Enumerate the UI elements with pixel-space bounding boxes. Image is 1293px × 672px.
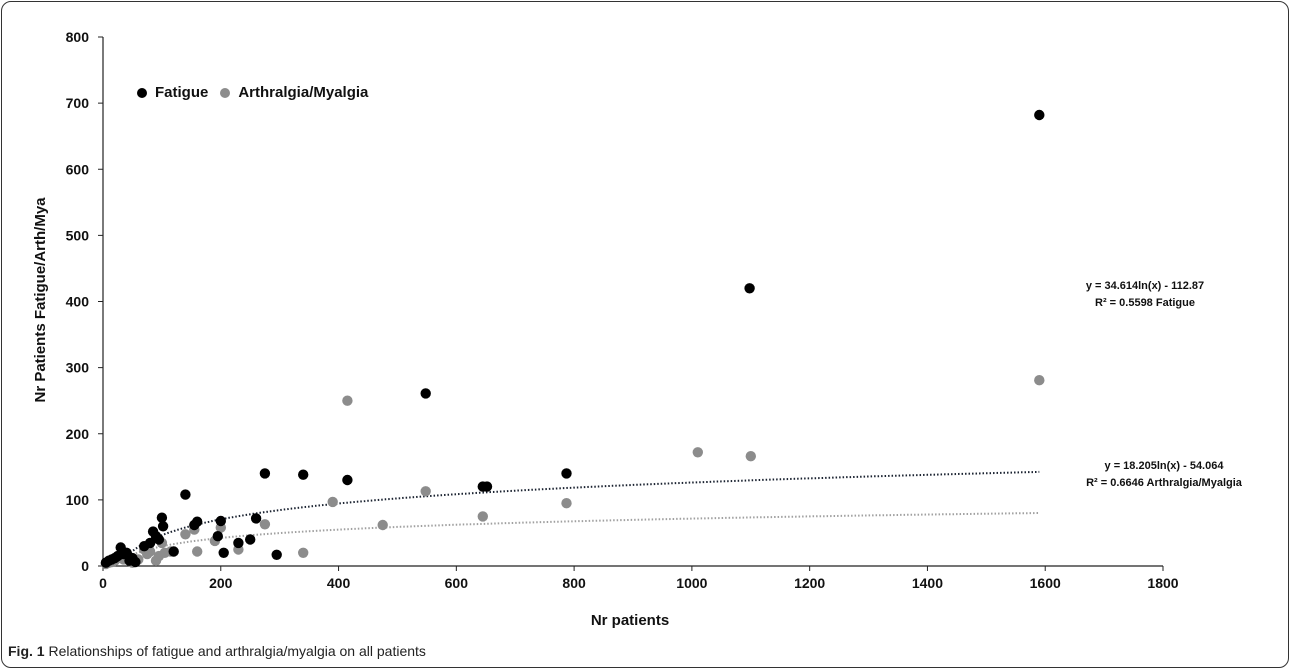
arthralgia-myalgia-point	[327, 496, 338, 508]
fatigue-point	[420, 388, 431, 399]
arthralgia-myalgia-point	[420, 486, 431, 497]
legend-label-arthralgia-myalgia: Arthralgia/Myalgia	[238, 84, 369, 101]
legend-item-arthralgia-myalgia: Arthralgia/Myalgia	[220, 84, 368, 101]
fatigue-point	[130, 556, 141, 568]
x-tick-label: 400	[327, 575, 351, 591]
fatigue-point	[212, 531, 223, 542]
figure-caption-text: Relationships of fatigue and arthralgia/…	[44, 643, 426, 659]
arthralgia-myalgia-point	[192, 546, 203, 557]
fatigue-point	[157, 521, 169, 532]
x-tick-label: 800	[562, 575, 586, 591]
axes	[98, 36, 1164, 571]
fatigue-point	[192, 516, 203, 527]
arthralgia-myalgia-point	[1034, 375, 1045, 386]
legend-marker-fatigue	[137, 87, 147, 98]
fatigue-point	[180, 489, 191, 500]
y-tick-label: 600	[66, 161, 90, 177]
fatigue-equation-text: y = 34.614ln(x) - 112.87	[1085, 280, 1205, 292]
fatigue-r2-text: R² = 0.5598 Fatigue	[1095, 297, 1195, 309]
x-tick-label: 1600	[1030, 575, 1061, 591]
legend-marker-arthralgia-myalgia	[220, 87, 231, 98]
x-tick-label: 1000	[676, 575, 707, 591]
arthralgia-r2-text: R² = 0.6646 Arthralgia/Myalgia	[1086, 477, 1242, 489]
fatigue-point	[215, 515, 226, 527]
legend: Fatigue Arthralgia/Myalgia	[137, 84, 380, 101]
legend-item-fatigue: Fatigue	[137, 84, 208, 101]
y-tick-label: 700	[66, 95, 90, 111]
y-tick-label: 500	[66, 227, 90, 243]
x-tick-label: 1800	[1147, 575, 1178, 591]
y-tick-label: 200	[66, 426, 90, 442]
trendline-fatigue	[119, 470, 1040, 564]
arthralgia-equation-text: y = 18.205ln(x) - 54.064	[1104, 460, 1224, 472]
fatigue-point	[1034, 109, 1045, 121]
y-tick-label: 300	[66, 360, 90, 376]
y-axis-label: Nr Patients Fatigue/Arth/Mya	[32, 197, 49, 403]
arthralgia-myalgia-point	[692, 447, 703, 458]
fatigue-point	[168, 546, 179, 557]
figure-caption: Fig. 1 Relationships of fatigue and arth…	[8, 643, 426, 659]
fatigue-point	[744, 283, 755, 294]
arthralgia-myalgia-point	[561, 498, 572, 509]
arthralgia-myalgia-point	[377, 519, 388, 531]
fatigue-point	[250, 513, 262, 524]
fatigue-point	[218, 547, 229, 558]
fatigue-point	[259, 468, 271, 479]
fatigue-point	[245, 534, 256, 545]
x-tick-label: 600	[445, 575, 469, 591]
tick-labels: 0 200 400 600 800 1000 1200 1400 1600 1800 0 100 200…	[66, 29, 1179, 591]
fatigue-point	[271, 549, 282, 560]
arthralgia-myalgia-point	[259, 519, 271, 530]
fatigue-trend-equation: y = 34.614ln(x) - 112.87 R² = 0.5598 Fat…	[1070, 278, 1220, 312]
arthralgia-trend-equation: y = 18.205ln(x) - 54.064 R² = 0.6646 Art…	[1064, 458, 1264, 492]
fatigue-point	[298, 469, 309, 480]
fatigue-point	[233, 537, 244, 549]
fatigue-point	[144, 537, 156, 549]
arthralgia-myalgia-point	[745, 451, 756, 462]
fatigue-point	[481, 481, 493, 492]
arthralgia-myalgia-point	[298, 547, 309, 558]
figure-caption-label: Fig. 1	[8, 643, 45, 659]
arthralgia-myalgia-point	[342, 395, 353, 406]
arthralgia-myalgia-point	[180, 529, 191, 540]
y-tick-label: 400	[66, 294, 90, 310]
y-tick-label: 800	[66, 29, 90, 45]
fatigue-point	[342, 474, 353, 486]
x-tick-label: 0	[99, 575, 107, 591]
y-tick-label: 100	[66, 492, 90, 508]
fatigue-point	[561, 468, 572, 479]
x-tick-label: 1400	[912, 575, 943, 591]
data-points	[100, 109, 1045, 570]
legend-label-fatigue: Fatigue	[155, 84, 209, 101]
trendlines	[114, 470, 1040, 567]
arthralgia-myalgia-point	[477, 511, 488, 522]
y-tick-label: 0	[81, 558, 89, 574]
fatigue-point	[156, 512, 168, 523]
x-tick-label: 200	[209, 575, 233, 591]
fatigue-point	[153, 534, 165, 545]
x-axis-label: Nr patients	[591, 612, 669, 629]
x-tick-label: 1200	[794, 575, 825, 591]
